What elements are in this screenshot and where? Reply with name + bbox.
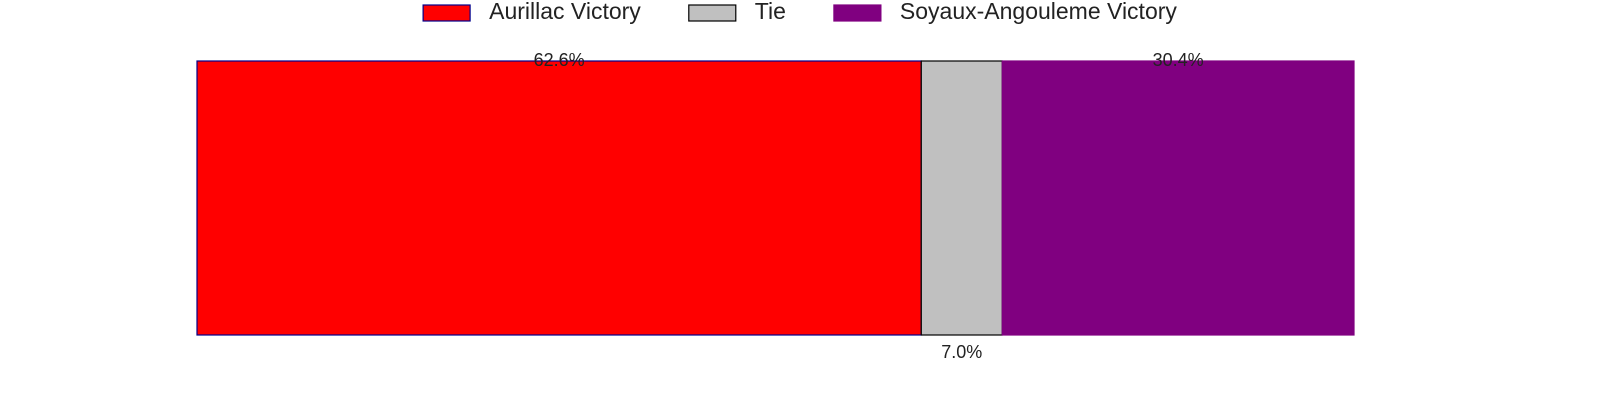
legend-swatch-soyaux-angouleme-victory — [833, 4, 882, 22]
bar-segment-aurillac-victory — [196, 60, 922, 336]
legend-item-soyaux-angouleme-victory: Soyaux-Angouleme Victory — [833, 0, 1177, 24]
bar-segment-tie — [920, 60, 1003, 336]
value-label-tie: 7.0% — [941, 342, 982, 362]
value-labels: 62.6% 7.0% 30.4% — [534, 50, 1204, 362]
value-label-aurillac-victory: 62.6% — [534, 50, 585, 70]
bar-segment-soyaux-angouleme-victory — [1001, 60, 1355, 336]
legend-label-aurillac-victory: Aurillac Victory — [489, 0, 641, 24]
chart-legend: Aurillac Victory Tie Soyaux-Angouleme Vict… — [422, 0, 1177, 24]
legend-label-tie: Tie — [755, 0, 786, 24]
value-label-soyaux-angouleme-victory: 30.4% — [1153, 50, 1204, 70]
legend-item-aurillac-victory: Aurillac Victory — [422, 0, 641, 24]
legend-swatch-aurillac-victory — [422, 4, 471, 22]
legend-item-tie: Tie — [688, 0, 786, 24]
bar-segments — [196, 60, 1355, 336]
legend-label-soyaux-angouleme-victory: Soyaux-Angouleme Victory — [900, 0, 1177, 24]
legend-swatch-tie — [688, 4, 737, 22]
